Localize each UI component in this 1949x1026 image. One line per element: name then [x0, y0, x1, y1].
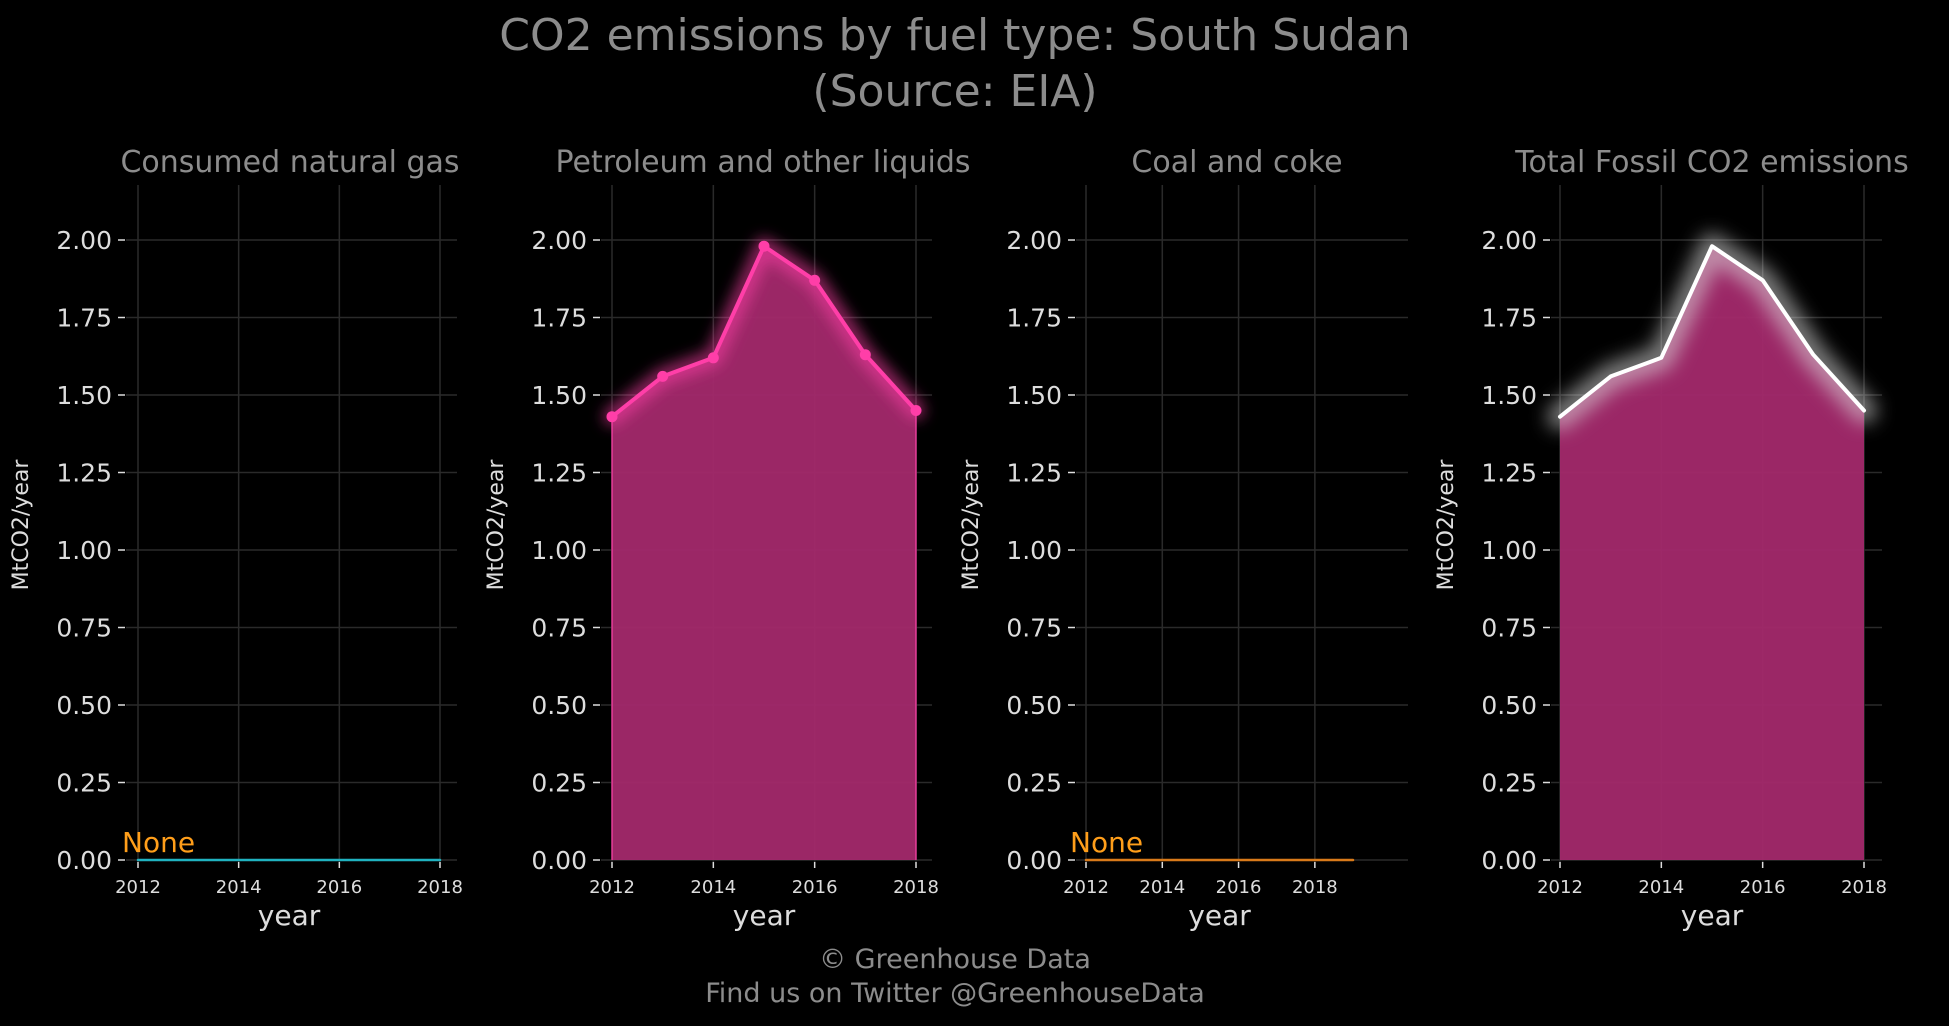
data-point: [707, 352, 719, 364]
y-tick-label: 0.75: [1481, 614, 1537, 643]
panel-title: Consumed natural gas: [120, 145, 459, 180]
y-tick-label: 0.75: [1006, 614, 1062, 643]
y-tick-label: 0.25: [56, 769, 112, 798]
x-tick-label: 2014: [1638, 877, 1684, 898]
y-tick-label: 1.25: [1006, 459, 1062, 488]
chart-title-line1: CO2 emissions by fuel type: South Sudan: [499, 10, 1411, 61]
x-axis-label: year: [1188, 899, 1251, 932]
y-tick-label: 0.50: [56, 691, 112, 720]
x-tick-label: 2016: [1740, 877, 1786, 898]
panel-title: Total Fossil CO2 emissions: [1514, 145, 1908, 180]
y-tick-label: 1.00: [1006, 536, 1062, 565]
panel-4: Total Fossil CO2 emissions 0.00 0.25 0.50 0.…: [1434, 145, 1909, 932]
panel-3: Coal and coke 0.00 0.25 0.50 0.75 1.00 1.25 1.5…: [959, 145, 1408, 932]
y-tick-label: 1.00: [1481, 536, 1537, 565]
y-tick-label: 1.50: [531, 381, 587, 410]
x-tick-label: 2018: [1841, 877, 1887, 898]
x-axis-label: year: [1681, 899, 1744, 932]
y-tick-label: 0.50: [1481, 691, 1537, 720]
y-tick-label: 1.25: [56, 459, 112, 488]
data-point: [657, 370, 669, 382]
y-tick-label: 0.75: [531, 614, 587, 643]
y-tick-label: 1.25: [531, 459, 587, 488]
y-tick-label: 1.00: [56, 536, 112, 565]
y-tick-label: 1.25: [1481, 459, 1537, 488]
y-tick-label: 1.00: [531, 536, 587, 565]
y-tick-label: 0.00: [1006, 846, 1062, 875]
y-tick-label: 1.50: [1481, 381, 1537, 410]
panel-1: Consumed natural gas 0.00 0.25 0.50 0.75 1.00…: [9, 145, 463, 932]
panel-title: Coal and coke: [1131, 145, 1342, 180]
y-tick-label: 0.00: [56, 846, 112, 875]
data-point: [859, 349, 871, 361]
x-tick-label: 2012: [589, 877, 635, 898]
x-tick-label: 2016: [792, 877, 838, 898]
data-point: [758, 240, 770, 252]
y-axis-label: MtCO2/year: [959, 459, 984, 591]
y-tick-label: 0.25: [1481, 769, 1537, 798]
panel-2: Petroleum and other liquids 0.00 0.25 0.50 0…: [484, 145, 971, 932]
y-tick-label: 2.00: [1481, 226, 1537, 255]
chart-title-line2: (Source: EIA): [812, 66, 1098, 117]
y-axis-label: MtCO2/year: [1434, 459, 1459, 591]
y-tick-label: 0.00: [531, 846, 587, 875]
y-tick-label: 1.50: [1006, 381, 1062, 410]
chart-title: CO2 emissions by fuel type: South Sudan …: [0, 8, 1910, 120]
y-tick-label: 1.75: [1481, 304, 1537, 333]
y-tick-label: 2.00: [531, 226, 587, 255]
y-tick-label: 0.50: [1006, 691, 1062, 720]
data-point: [606, 411, 618, 423]
y-tick-label: 0.00: [1481, 846, 1537, 875]
x-tick-label: 2012: [1537, 877, 1583, 898]
x-tick-label: 2014: [216, 877, 262, 898]
panel-title: Petroleum and other liquids: [555, 145, 970, 180]
series-area: [612, 246, 916, 860]
y-tick-label: 1.50: [56, 381, 112, 410]
x-tick-label: 2014: [1139, 877, 1185, 898]
y-tick-label: 0.50: [531, 691, 587, 720]
credit-copyright: © Greenhouse Data: [819, 944, 1091, 975]
y-tick-label: 1.75: [1006, 304, 1062, 333]
credit-twitter: Find us on Twitter @GreenhouseData: [705, 978, 1205, 1009]
x-tick-label: 2018: [1292, 877, 1338, 898]
series-area: [1560, 246, 1864, 860]
y-tick-label: 0.75: [56, 614, 112, 643]
data-point: [809, 274, 821, 286]
x-axis-label: year: [258, 899, 321, 932]
x-tick-label: 2016: [316, 877, 362, 898]
x-tick-label: 2014: [690, 877, 736, 898]
x-tick-label: 2012: [1063, 877, 1109, 898]
x-axis-label: year: [733, 899, 796, 932]
y-tick-label: 0.25: [531, 769, 587, 798]
data-point: [910, 405, 922, 416]
none-annotation: None: [122, 826, 195, 859]
y-axis-label: MtCO2/year: [9, 459, 34, 591]
x-tick-label: 2018: [893, 877, 939, 898]
x-tick-label: 2016: [1216, 877, 1262, 898]
y-tick-label: 0.25: [1006, 769, 1062, 798]
y-tick-label: 1.75: [56, 304, 112, 333]
y-axis-label: MtCO2/year: [484, 459, 509, 591]
x-tick-label: 2018: [417, 877, 463, 898]
none-annotation: None: [1070, 826, 1143, 859]
y-tick-label: 2.00: [1006, 226, 1062, 255]
y-tick-label: 2.00: [56, 226, 112, 255]
y-tick-label: 1.75: [531, 304, 587, 333]
series-line: [1558, 244, 1866, 419]
x-tick-label: 2012: [115, 877, 161, 898]
